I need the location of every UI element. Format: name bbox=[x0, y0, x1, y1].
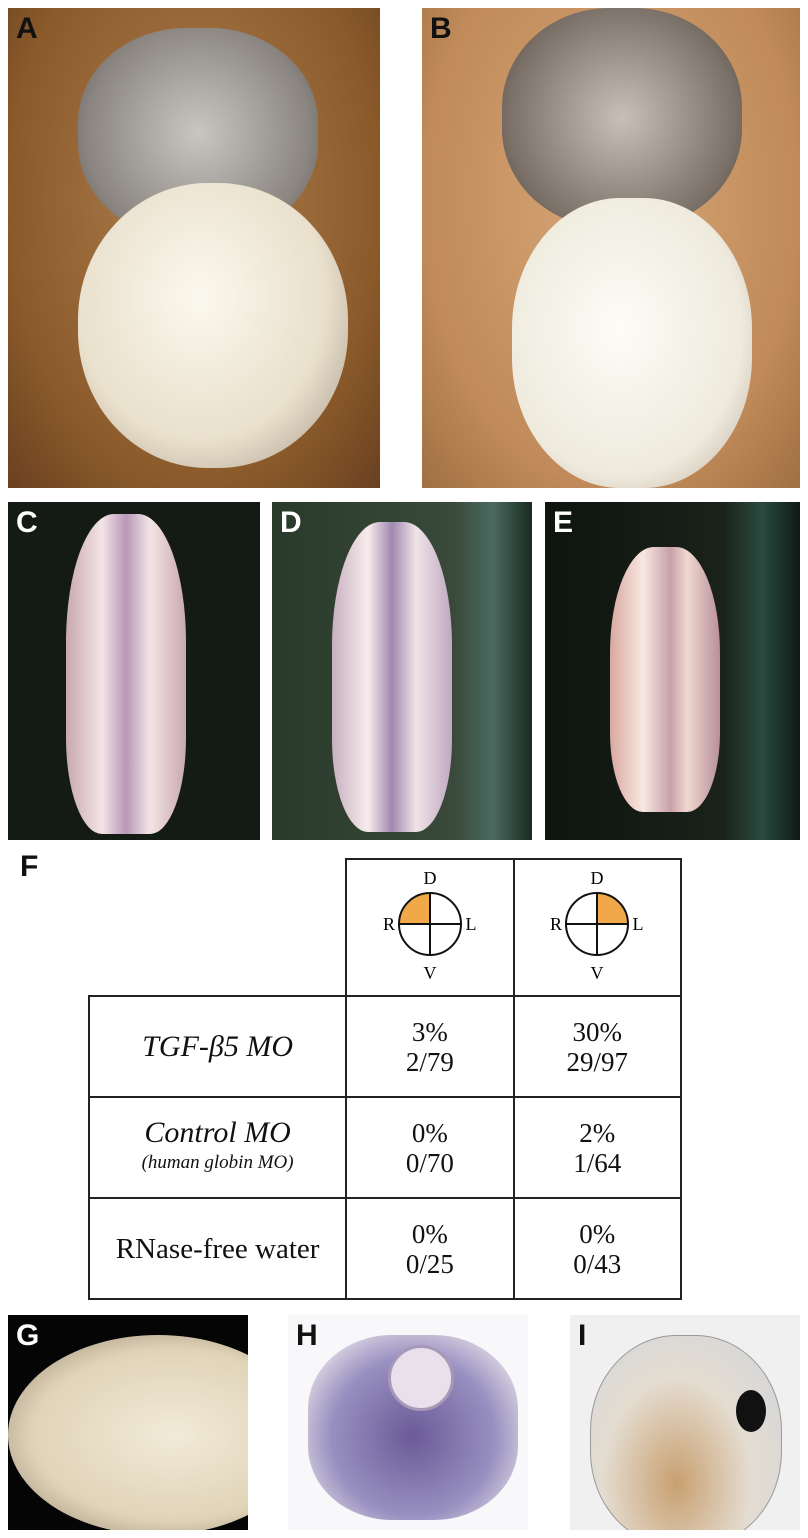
eye bbox=[388, 1345, 454, 1411]
row-label: TGF-β5 MO bbox=[87, 995, 348, 1098]
fraction: 29/97 bbox=[566, 1046, 629, 1077]
orientation-diagram-left: D R L V bbox=[550, 868, 644, 983]
percent: 0% bbox=[411, 1117, 448, 1148]
table-row: RNase-free water 0% 0/25 0% 0/43 bbox=[87, 1197, 683, 1300]
table-header-row: D R L V D R L V bbox=[89, 858, 683, 997]
embryo bbox=[66, 514, 186, 834]
fraction: 2/79 bbox=[405, 1046, 454, 1077]
embryo-yolk bbox=[512, 198, 752, 488]
embryo-yolk bbox=[78, 183, 348, 468]
label-l: L bbox=[633, 914, 644, 934]
row-label-sub: (human globin MO) bbox=[141, 1151, 294, 1173]
label-l: L bbox=[465, 914, 476, 934]
embryo-head bbox=[502, 8, 742, 228]
panel-label-g: G bbox=[16, 1319, 40, 1352]
cell: 0% 0/25 bbox=[345, 1197, 515, 1300]
panel-label-i: I bbox=[578, 1319, 587, 1352]
results-table: D R L V D R L V TGF-β5 MO bbox=[87, 858, 683, 1300]
fraction: 0/25 bbox=[405, 1248, 454, 1279]
highlight-quadrant bbox=[597, 893, 629, 924]
percent: 0% bbox=[579, 1218, 616, 1249]
tadpole bbox=[590, 1335, 782, 1530]
percent: 30% bbox=[572, 1016, 623, 1047]
cell: 0% 0/70 bbox=[345, 1096, 515, 1199]
row-label-main: Control MO bbox=[144, 1115, 291, 1149]
embryo bbox=[8, 1335, 248, 1530]
empty-corner bbox=[89, 859, 346, 996]
highlight-quadrant bbox=[398, 893, 430, 924]
panel-label-d: D bbox=[280, 506, 302, 539]
panel-label-c: C bbox=[16, 506, 38, 539]
percent: 3% bbox=[411, 1016, 448, 1047]
fraction: 0/43 bbox=[573, 1248, 622, 1279]
panel-label-h: H bbox=[296, 1319, 318, 1352]
row-label: RNase-free water bbox=[87, 1197, 348, 1300]
label-v: V bbox=[591, 963, 604, 983]
label-d: D bbox=[423, 868, 436, 888]
panel-label-a: A bbox=[16, 12, 38, 45]
embryo bbox=[332, 522, 452, 832]
label-v: V bbox=[423, 963, 436, 983]
cell: 2% 1/64 bbox=[512, 1096, 683, 1199]
eye bbox=[736, 1390, 766, 1432]
label-r: R bbox=[383, 914, 395, 934]
percent: 0% bbox=[411, 1218, 448, 1249]
label-r: R bbox=[550, 914, 562, 934]
panel-d-photo: D bbox=[272, 502, 532, 840]
cell: 0% 0/43 bbox=[512, 1197, 683, 1300]
cell: 30% 29/97 bbox=[512, 995, 683, 1098]
panel-b-photo: B bbox=[422, 8, 800, 488]
table-row: TGF-β5 MO 3% 2/79 30% 29/97 bbox=[87, 995, 683, 1098]
panel-a-photo: A bbox=[8, 8, 380, 488]
row-label: Control MO (human globin MO) bbox=[87, 1096, 348, 1199]
panel-h-photo: H bbox=[288, 1315, 528, 1530]
panel-c-photo: C bbox=[8, 502, 260, 840]
panel-label-e: E bbox=[553, 506, 574, 539]
panel-i-photo: I bbox=[570, 1315, 800, 1530]
cell: 3% 2/79 bbox=[345, 995, 515, 1098]
header-dorsal-right: D R L V bbox=[345, 858, 515, 997]
embryo bbox=[610, 547, 720, 812]
percent: 2% bbox=[579, 1117, 616, 1148]
panel-e-photo: E bbox=[545, 502, 800, 840]
orientation-diagram-right: D R L V bbox=[383, 868, 477, 983]
label-d: D bbox=[591, 868, 604, 888]
panel-g-photo: G bbox=[8, 1315, 248, 1530]
fraction: 1/64 bbox=[573, 1147, 622, 1178]
table-row: Control MO (human globin MO) 0% 0/70 2% 1/6… bbox=[87, 1096, 683, 1199]
panel-label-b: B bbox=[430, 12, 452, 45]
header-dorsal-left: D R L V bbox=[512, 858, 683, 997]
fraction: 0/70 bbox=[405, 1147, 454, 1178]
panel-label-f: F bbox=[20, 850, 39, 883]
